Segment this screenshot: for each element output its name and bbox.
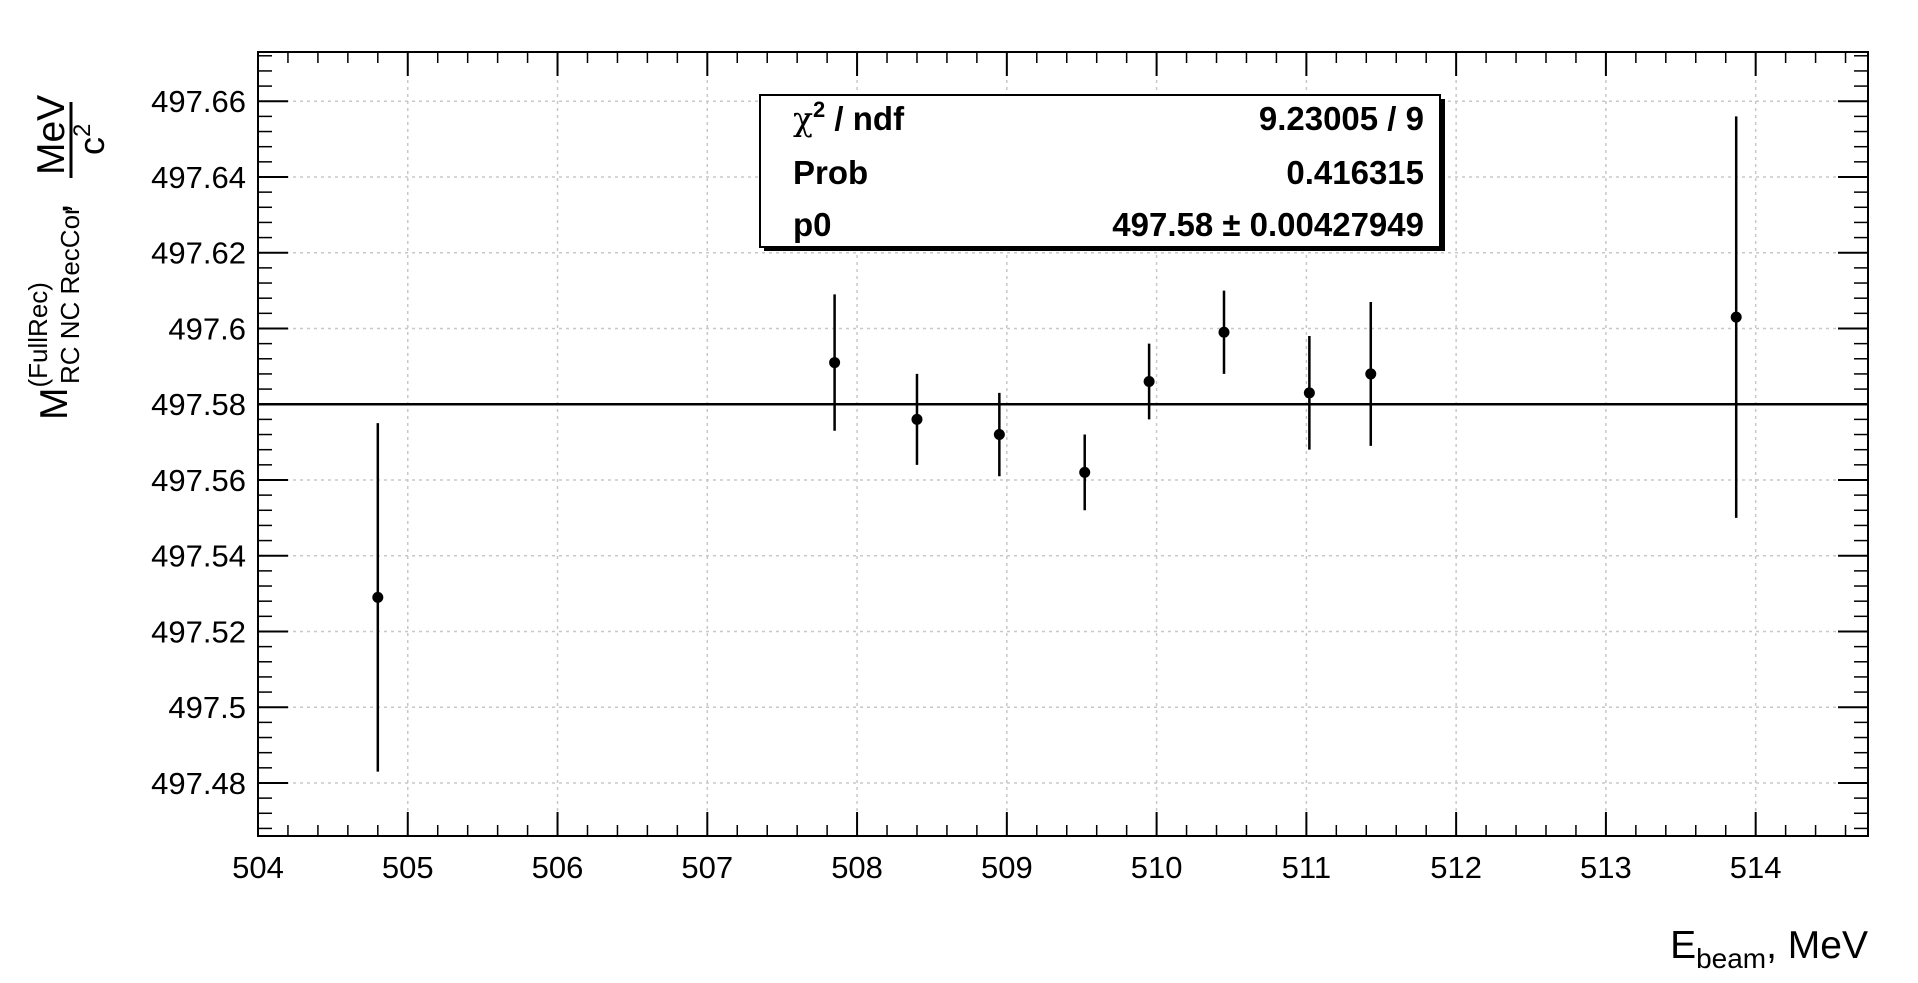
- y-tick-label: 497.66: [151, 84, 246, 119]
- stats-label-p0: p0: [793, 206, 832, 243]
- y-axis: 497.48 497.5 497.52 497.54 497.56 497.58 497.6…: [151, 55, 1868, 830]
- y-tick-label: 497.52: [151, 614, 246, 649]
- x-tick-label: 509: [981, 850, 1033, 885]
- y-tick-label: 497.62: [151, 236, 246, 271]
- y-tick-label: 497.56: [151, 463, 246, 498]
- stats-value-p0: 497.58 ± 0.00427949: [1112, 206, 1424, 243]
- x-tick-label: 514: [1730, 850, 1782, 885]
- stats-box-shadow-bottom: [764, 247, 1445, 251]
- y-axis-unit-denominator: c2: [69, 124, 112, 155]
- y-tick-label: 497.64: [151, 160, 246, 195]
- data-point: [1143, 376, 1155, 388]
- stats-value-chi2: 9.23005 / 9: [1259, 100, 1424, 137]
- y-axis-unit-numerator: MeV: [30, 95, 73, 175]
- data-point: [1730, 311, 1742, 323]
- data-point: [829, 357, 841, 369]
- data-point: [1079, 466, 1091, 478]
- x-axis: 504 505 506 507 508 509 510 511 512 513 514: [232, 52, 1847, 885]
- y-axis-title-main: M: [33, 388, 76, 421]
- data-points: [372, 116, 1742, 772]
- stats-value-prob: 0.416315: [1286, 154, 1424, 191]
- y-axis-title: M(FullRec) RC NC RecCor , MeV c2: [23, 95, 112, 420]
- data-point: [1365, 368, 1377, 380]
- plot-frame: [257, 51, 1869, 837]
- x-tick-label: 507: [681, 850, 733, 885]
- data-point: [1218, 326, 1230, 338]
- x-tick-label: 511: [1282, 850, 1331, 885]
- y-tick-label: 497.58: [151, 387, 246, 422]
- x-tick-label: 510: [1131, 850, 1183, 885]
- x-tick-label: 506: [532, 850, 584, 885]
- y-axis-title-sep: ,: [33, 203, 76, 214]
- stats-box: χ2 / ndf 9.23005 / 9 Prob 0.416315 p0 49…: [759, 94, 1445, 251]
- x-tick-label: 504: [232, 850, 284, 885]
- x-tick-label: 513: [1580, 850, 1632, 885]
- svg-text:M(FullRec): M(FullRec): [23, 282, 76, 420]
- y-tick-label: 497.5: [168, 690, 246, 725]
- stats-box-shadow-right: [1440, 99, 1445, 251]
- x-tick-label: 505: [382, 850, 434, 885]
- y-tick-label: 497.54: [151, 539, 246, 574]
- y-axis-title-sub: RC NC RecCor: [55, 206, 85, 384]
- x-tick-label: 508: [831, 850, 883, 885]
- y-axis-title-sup: (FullRec): [23, 282, 53, 387]
- stats-label-chi2: χ2 / ndf: [793, 97, 905, 138]
- y-tick-label: 497.48: [151, 766, 246, 801]
- stats-label-prob: Prob: [793, 154, 868, 191]
- y-tick-label: 497.6: [168, 311, 246, 346]
- x-tick-label: 512: [1430, 850, 1482, 885]
- data-point: [1303, 387, 1315, 399]
- data-point: [372, 591, 384, 603]
- x-axis-title: Ebeam, MeV: [1670, 924, 1868, 974]
- data-point: [993, 429, 1005, 441]
- data-point: [911, 413, 923, 425]
